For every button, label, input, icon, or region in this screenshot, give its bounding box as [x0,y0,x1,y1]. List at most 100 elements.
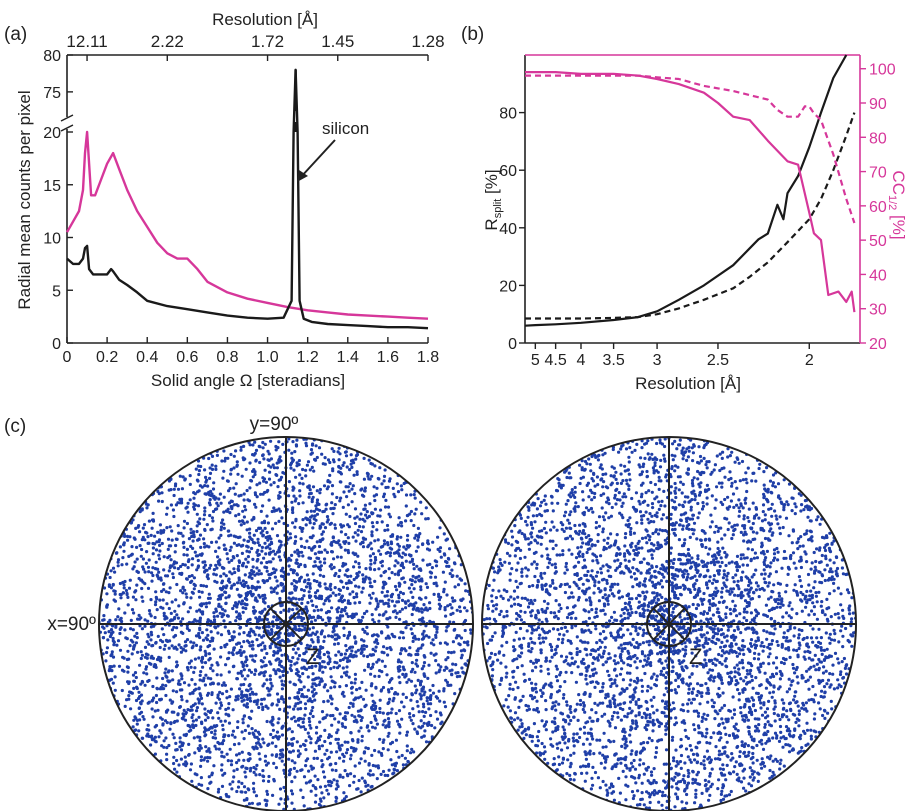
projection-point [241,610,245,614]
projection-point [354,560,358,564]
projection-point [839,592,843,596]
projection-point [737,498,741,502]
projection-point [742,517,746,521]
projection-point [329,667,333,671]
projection-point [271,735,275,740]
projection-point [371,618,375,622]
projection-point [360,493,365,497]
projection-point [250,727,254,731]
projection-point [186,501,190,505]
projection-point [382,474,387,478]
projection-point [156,708,160,712]
projection-point [751,686,755,690]
projection-point [277,519,281,524]
projection-point [248,654,253,658]
projection-point [110,631,114,635]
projection-point [289,463,293,467]
projection-point [426,541,430,545]
projection-point [369,562,373,566]
projection-point [246,560,250,564]
projection-point [229,472,233,476]
projection-point [413,684,417,688]
projection-point [181,586,185,590]
projection-point [380,482,384,486]
projection-point [189,728,193,732]
projection-point [381,711,385,715]
projection-point [386,748,390,752]
projection-point [311,534,315,538]
projection-point [220,565,224,570]
projection-point [368,577,372,581]
projection-point [198,648,202,652]
projection-point [404,547,408,551]
projection-point [226,557,230,561]
projection-point [753,616,757,620]
projection-point [776,522,780,526]
projection-point [421,710,425,714]
projection-point [213,736,218,740]
projection-point [426,702,430,706]
projection-point [302,616,306,621]
projection-point [201,560,205,564]
projection-point [185,577,189,581]
projection-point [289,663,293,668]
projection-point [265,719,269,724]
projection-point [352,577,356,582]
projection-point [355,595,359,599]
projection-point [200,590,204,594]
projection-point [235,761,239,765]
projection-point [199,670,203,674]
projection-point [318,594,322,598]
projection-point [385,617,389,621]
projection-point [293,584,297,588]
projection-point [254,669,258,673]
chart-a-axis-break [60,114,74,132]
projection-point [102,614,106,618]
projection-point [290,780,294,784]
projection-point [665,559,669,564]
projection-point [186,708,190,712]
projection-point [245,658,249,662]
projection-point [179,564,183,569]
projection-point [241,606,245,610]
projection-point [222,739,226,743]
projection-point [114,625,118,629]
projection-point [411,667,415,672]
projection-point [158,645,162,650]
projection-point [290,717,294,721]
projection-point [809,589,813,593]
projection-point [382,570,386,575]
projection-point [179,695,184,699]
projection-point [423,729,427,733]
projection-point [417,725,421,729]
projection-point [280,679,284,683]
projection-point [230,635,234,639]
projection-point [310,767,314,771]
projection-point [251,592,255,597]
projection-point [277,555,281,559]
projection-point [369,720,373,725]
projection-point [451,574,455,578]
projection-point [404,695,408,700]
projection-point [404,519,408,523]
projection-point [380,630,384,634]
projection-point [289,750,293,754]
projection-point [147,519,151,523]
projection-point [370,474,374,478]
projection-point [363,781,367,785]
projection-point [307,578,311,582]
projection-point [272,466,277,470]
projection-point [165,758,169,762]
projection-point [309,741,313,745]
projection-point [291,488,295,492]
projection-point [747,730,751,734]
projection-point [125,665,129,669]
projection-point [320,532,324,536]
projection-point [199,610,203,614]
projection-point [189,596,193,600]
projection-point [103,631,107,635]
projection-point [237,564,241,568]
projection-point [205,544,209,548]
chart-b-y2-tick-label: 60 [869,199,887,216]
projection-point [339,555,343,559]
